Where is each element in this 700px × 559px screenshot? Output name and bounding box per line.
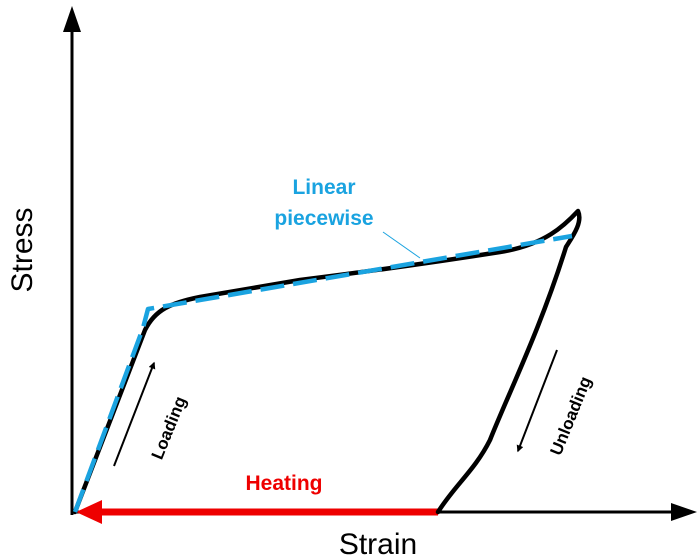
linear-piecewise-fit <box>72 233 573 513</box>
piecewise-label-line1: Linear <box>292 176 355 199</box>
piecewise-label-line2: piecewise <box>274 207 373 230</box>
y-axis-arrowhead <box>63 6 81 32</box>
stress-strain-curve <box>72 208 582 515</box>
x-axis-arrowhead <box>671 503 697 521</box>
heating-label: Heating <box>245 472 322 495</box>
loading-label: Loading <box>148 394 190 462</box>
unloading-arrow <box>516 349 558 453</box>
loading-arrow <box>113 361 156 467</box>
unloading-label: Unloading <box>547 374 596 458</box>
piecewise-leader-line <box>382 231 421 259</box>
heating-arrowhead <box>76 500 102 524</box>
x-axis-label: Strain <box>339 528 417 559</box>
y-axis-label: Stress <box>6 207 39 292</box>
